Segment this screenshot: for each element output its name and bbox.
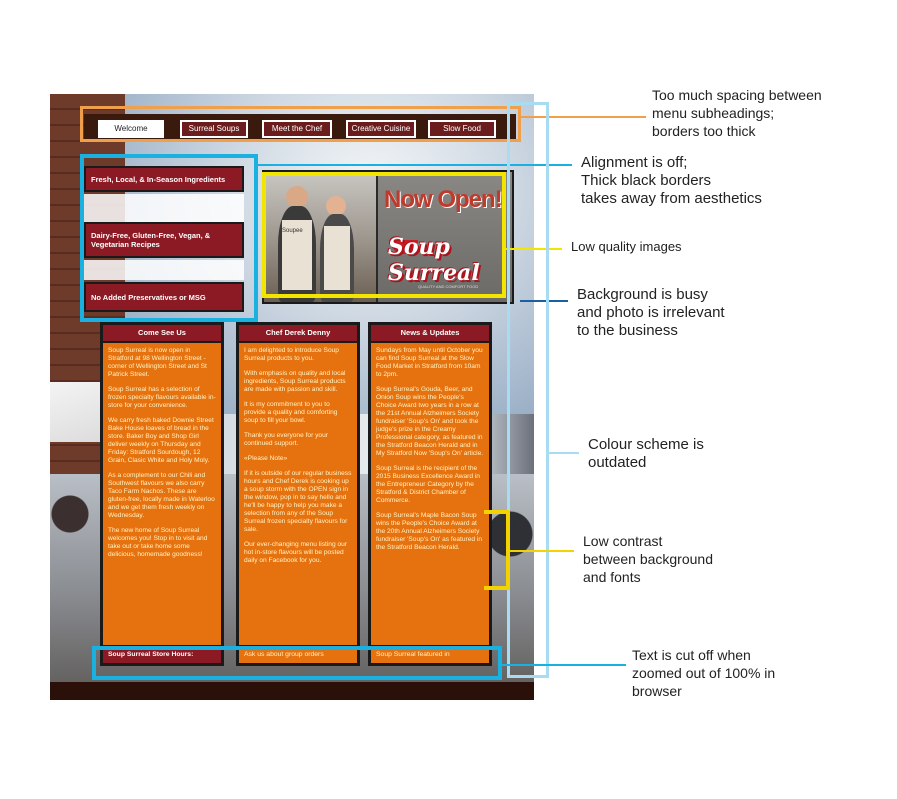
feature-no-preservatives: No Added Preservatives or MSG: [84, 282, 244, 312]
annotation-line: Alignment is off;: [581, 154, 688, 171]
annotation-line: Low quality images: [571, 239, 682, 254]
hero-images: Soupee Now Open! Soup Surreal QUALITY AN…: [262, 170, 514, 304]
column-body: I am delighted to introduce Soup Surreal…: [239, 343, 357, 576]
column-heading: Come See Us: [103, 325, 221, 343]
apron-text: Soupee: [282, 228, 303, 234]
annotation-box-colour-scheme: [507, 102, 549, 678]
now-open-sign: Now Open!: [384, 186, 503, 213]
column-paragraph: I am delighted to introduce Soup Surreal…: [244, 347, 339, 362]
annotation-line-menu: [521, 116, 646, 118]
annotation-line: Thick black borders: [581, 172, 712, 189]
assistant-apron: [324, 226, 350, 290]
soup-surreal-logo: Soup Surreal: [388, 234, 480, 286]
column-paragraph: As a complement to our Chili and Southwe…: [108, 472, 215, 519]
annotation-background: Background is busy and photo is irreleva…: [577, 286, 797, 340]
annotation-line: Colour scheme is: [588, 436, 704, 453]
column-body: Sundays from May until October you can f…: [371, 343, 489, 563]
column-paragraph: Soup Surreal has a selection of frozen s…: [108, 386, 216, 409]
background-tent: [50, 382, 104, 442]
nav-surreal-soups[interactable]: Surreal Soups: [180, 120, 248, 138]
annotation-line: between background: [583, 551, 713, 567]
now-open-sign-photo: Now Open! Soup Surreal QUALITY AND COMFO…: [378, 172, 512, 302]
column-chef-derek-denny: Chef Derek Denny I am delighted to intro…: [236, 322, 360, 666]
annotation-line: outdated: [588, 454, 647, 471]
annotation-line-background: [520, 300, 568, 302]
column-heading: Chef Derek Denny: [239, 325, 357, 343]
column-paragraph: Sundays from May until October you can f…: [376, 347, 483, 378]
annotation-low-contrast: Low contrast between background and font…: [583, 532, 783, 586]
annotation-colour-scheme: Colour scheme is outdated: [588, 436, 788, 472]
nav-creative-cuisine[interactable]: Creative Cuisine: [346, 120, 416, 138]
annotation-line: Background is busy: [577, 286, 708, 303]
page-footer-band: [50, 682, 534, 700]
nav-meet-the-chef[interactable]: Meet the Chef: [262, 120, 332, 138]
annotation-line: to the business: [577, 322, 678, 339]
feature-spacer: [84, 260, 244, 280]
annotation-line: Low contrast: [583, 533, 663, 549]
annotation-line: and fonts: [583, 569, 641, 585]
annotation-box-images: [262, 172, 506, 298]
annotation-image-quality: Low quality images: [571, 238, 771, 256]
annotation-bracket-contrast: [484, 510, 510, 590]
annotation-line-cutoff: [502, 664, 626, 666]
column-heading: News & Updates: [371, 325, 489, 343]
assistant-head: [326, 196, 346, 216]
annotation-line: Text is cut off when: [632, 647, 751, 663]
annotation-line-colour: [549, 452, 579, 454]
nav-slow-food[interactable]: Slow Food: [428, 120, 496, 138]
chef-photo: Soupee: [264, 172, 376, 302]
chef-head: [286, 186, 308, 208]
website-screenshot: Welcome Surreal Soups Meet the Chef Crea…: [50, 94, 534, 700]
column-paragraph: If it is outside of our regular business…: [244, 470, 352, 533]
annotation-box-cutoff: [92, 646, 502, 680]
annotation-line-contrast: [510, 550, 574, 552]
annotation-line: borders too thick: [652, 123, 756, 139]
column-paragraph: Thank you everyone for your continued su…: [244, 432, 328, 447]
feature-fresh-local: Fresh, Local, & In-Season Ingredients: [84, 166, 244, 192]
nav-welcome[interactable]: Welcome: [98, 120, 164, 138]
annotation-line: browser: [632, 683, 682, 699]
soup-bowl-icon: [390, 240, 418, 254]
column-paragraph: Soup Surreal's Gouda, Beer, and Onion So…: [376, 386, 484, 457]
annotation-text-cutoff: Text is cut off when zoomed out of 100% …: [632, 646, 852, 700]
column-paragraph: Our ever-changing menu listing our hot i…: [244, 541, 347, 564]
annotation-line-images: [506, 248, 562, 250]
annotation-line: and photo is irrelevant: [577, 304, 725, 321]
column-body: Soup Surreal is now open in Stratford at…: [103, 343, 221, 570]
annotation-box-alignment: [80, 154, 258, 322]
feature-dairy-free: Dairy-Free, Gluten-Free, Vegan, & Vegeta…: [84, 222, 244, 258]
column-paragraph: We carry fresh baked Downie Street Bake …: [108, 417, 214, 464]
annotation-line-alignment: [258, 164, 572, 166]
chef-apron: [282, 220, 312, 290]
annotation-box-menu: [80, 106, 521, 142]
column-paragraph: Soup Surreal's Maple Bacon Soup wins the…: [376, 512, 483, 551]
feature-spacer: [84, 194, 244, 222]
column-paragraph: It is my commitment to you to provide a …: [244, 401, 338, 424]
column-paragraph: The new home of Soup Surreal welcomes yo…: [108, 527, 208, 558]
column-paragraph: Soup Surreal is the recipient of the 201…: [376, 465, 480, 504]
column-paragraph: «Please Note»: [244, 455, 288, 462]
annotation-alignment: Alignment is off; Thick black borders ta…: [581, 154, 881, 208]
column-paragraph: Soup Surreal is now open in Stratford at…: [108, 347, 207, 378]
annotation-line: menu subheadings;: [652, 105, 775, 121]
annotation-line: zoomed out of 100% in: [632, 665, 776, 681]
column-come-see-us: Come See Us Soup Surreal is now open in …: [100, 322, 224, 666]
main-navigation: Welcome Surreal Soups Meet the Chef Crea…: [84, 114, 516, 142]
annotation-line: Too much spacing between: [652, 87, 822, 103]
logo-tagline: QUALITY AND COMFORT FOOD: [418, 284, 479, 289]
annotation-menu-spacing: Too much spacing between menu subheading…: [652, 86, 892, 140]
column-news-updates: News & Updates Sundays from May until Oc…: [368, 322, 492, 666]
annotation-line: takes away from aesthetics: [581, 190, 762, 207]
column-paragraph: With emphasis on quality and local ingre…: [244, 370, 346, 393]
